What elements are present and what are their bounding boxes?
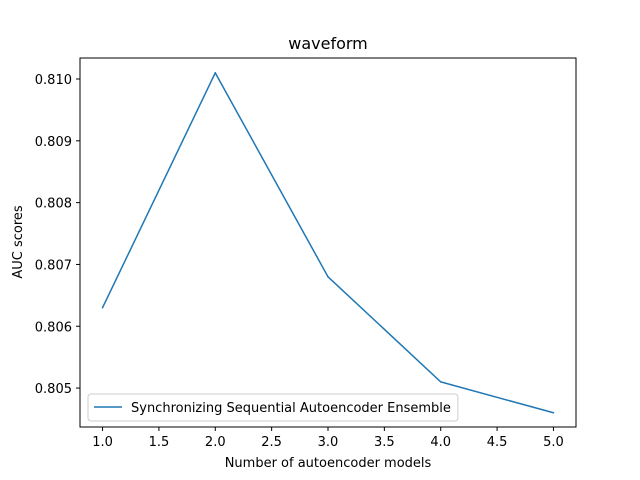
plot-area [101, 72, 555, 414]
y-tick-label: 0.806 [35, 320, 72, 335]
legend: Synchronizing Sequential Autoencoder Ens… [87, 393, 459, 422]
y-tick-label: 0.808 [35, 197, 72, 212]
data-point [439, 381, 442, 383]
x-tick-label: 2.0 [205, 435, 226, 450]
x-tick-label: 1.5 [149, 435, 170, 450]
x-tick-label: 3.0 [318, 435, 339, 450]
legend-label: Synchronizing Sequential Autoencoder Ens… [131, 401, 451, 416]
y-axis-ticks: 0.805 0.806 0.807 0.808 0.809 0.810 [35, 73, 80, 397]
x-tick-label: 3.5 [374, 435, 395, 450]
data-point [101, 306, 104, 309]
data-point [552, 411, 555, 414]
x-tick-label: 1.0 [92, 435, 113, 450]
y-tick-label: 0.810 [35, 73, 72, 88]
chart-title: waveform [288, 34, 368, 53]
x-tick-label: 2.5 [261, 435, 282, 450]
legend-box [87, 393, 459, 422]
x-tick-label: 4.0 [430, 435, 451, 450]
y-tick-label: 0.807 [35, 258, 72, 273]
data-point [327, 276, 329, 278]
x-tick-label: 4.5 [487, 435, 508, 450]
data-point [214, 72, 217, 74]
y-axis-label: AUC scores [11, 205, 26, 279]
y-tick-label: 0.809 [35, 135, 72, 150]
x-tick-label: 5.0 [543, 435, 564, 450]
x-axis-ticks: 1.0 1.5 2.0 2.5 3.0 3.5 4.0 4.5 5.0 [92, 427, 564, 450]
x-axis-label: Number of autoencoder models [225, 456, 432, 471]
y-tick-label: 0.805 [35, 382, 72, 397]
